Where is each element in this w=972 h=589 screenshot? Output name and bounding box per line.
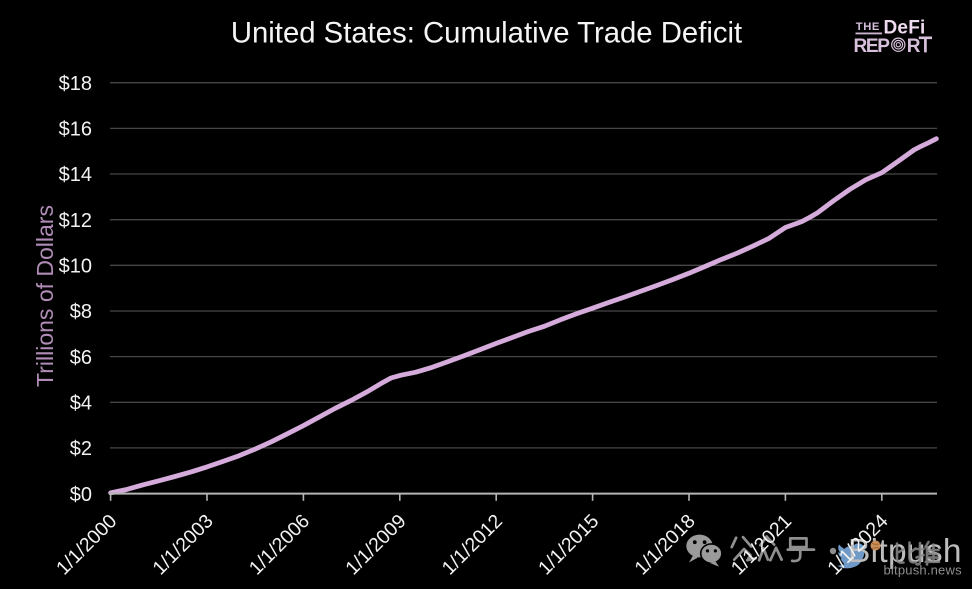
svg-text:Bitpush: Bitpush <box>848 533 962 570</box>
svg-text:$18: $18 <box>59 73 92 95</box>
svg-text:$16: $16 <box>59 119 92 141</box>
svg-text:$14: $14 <box>59 164 92 186</box>
svg-text:THE: THE <box>856 21 880 33</box>
svg-text:$12: $12 <box>59 210 92 232</box>
svg-text:United States: Cumulative Trad: United States: Cumulative Trade Deficit <box>231 17 742 50</box>
svg-text:DeFi: DeFi <box>884 18 926 39</box>
svg-text:bitpush.news: bitpush.news <box>884 563 963 578</box>
svg-text:$10: $10 <box>59 256 92 278</box>
svg-text:$4: $4 <box>70 393 92 415</box>
svg-text:$8: $8 <box>70 301 92 323</box>
svg-text:REP: REP <box>854 36 891 57</box>
svg-text:$2: $2 <box>70 438 92 460</box>
svg-text:$0: $0 <box>70 484 92 506</box>
svg-text:$6: $6 <box>70 347 92 369</box>
svg-text:Trillions of Dollars: Trillions of Dollars <box>32 205 58 387</box>
svg-text:R: R <box>907 36 921 57</box>
